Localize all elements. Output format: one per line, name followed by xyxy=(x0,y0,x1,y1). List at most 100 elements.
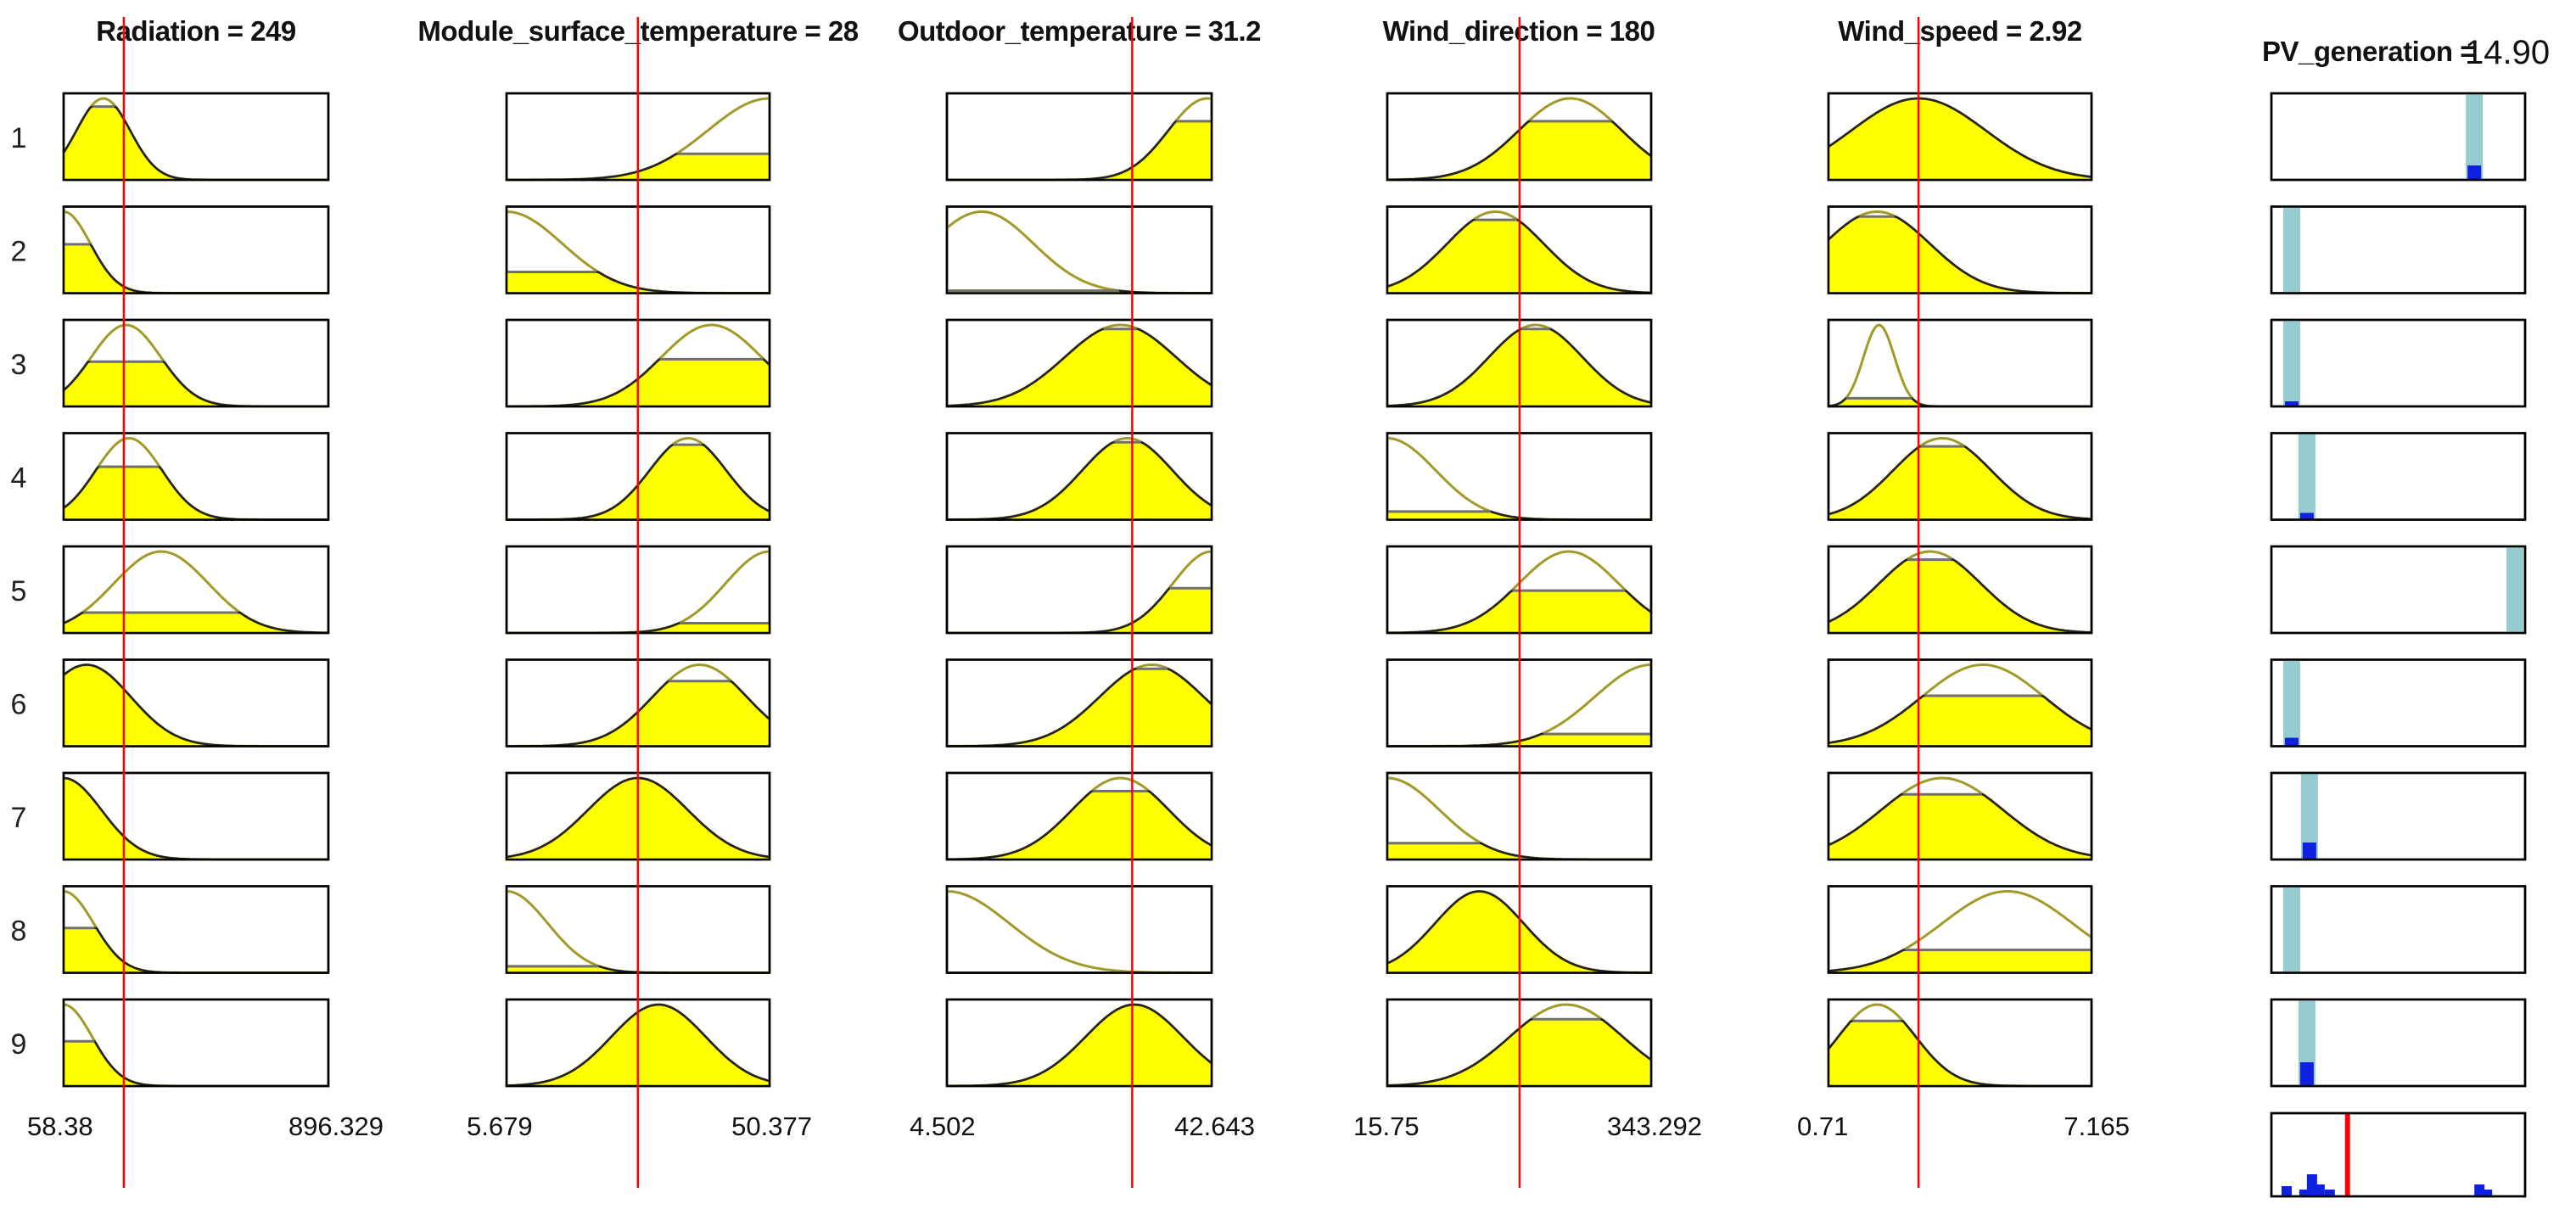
activation-area xyxy=(1387,734,1651,747)
output-frame xyxy=(2270,658,2527,747)
output-firing-bar xyxy=(2302,843,2316,859)
output-border xyxy=(2270,771,2527,861)
axis-min-label: 5.679 xyxy=(467,1111,533,1141)
axis-max-label: 7.165 xyxy=(2064,1111,2130,1141)
aggregate-bar xyxy=(2314,1184,2325,1196)
rule-number: 2 xyxy=(11,236,27,268)
output-firing-bar xyxy=(2284,737,2299,747)
membership-plot xyxy=(1827,771,2093,861)
plot-border xyxy=(1827,998,2093,1088)
output-border xyxy=(2270,998,2527,1088)
activation-area xyxy=(1828,794,2092,859)
activation-area xyxy=(64,927,328,973)
membership-plot xyxy=(62,658,330,747)
rule-number: 9 xyxy=(11,1028,27,1061)
activation-area xyxy=(64,244,328,294)
clipped-outline xyxy=(1828,97,2092,178)
plot-border xyxy=(945,318,1213,408)
plot-border xyxy=(1827,771,2093,861)
plot-border xyxy=(62,998,330,1088)
output-membership-bar xyxy=(2506,546,2524,633)
output-frame xyxy=(2270,885,2527,974)
plot-border xyxy=(62,432,330,521)
output-membership-bar xyxy=(2282,659,2300,747)
membership-plot xyxy=(1827,205,2093,294)
activation-area xyxy=(507,154,770,180)
clipped-outline xyxy=(947,790,1212,861)
output-membership-bar xyxy=(2282,320,2300,406)
clipped-outline xyxy=(1828,558,2092,634)
rule-number: 5 xyxy=(11,575,27,608)
axis-min-label: 15.75 xyxy=(1353,1111,1420,1141)
input-title: Wind_speed = 2.92 xyxy=(1838,15,2082,47)
output-firing-bar xyxy=(2467,165,2482,180)
output-frame xyxy=(2270,205,2527,294)
output-plot xyxy=(2270,205,2527,294)
plot-border xyxy=(945,432,1213,521)
activation-area xyxy=(947,442,1212,520)
activation-area xyxy=(507,966,770,973)
aggregate-bar xyxy=(2482,1190,2493,1196)
membership-plot xyxy=(62,885,330,974)
activation-area xyxy=(947,588,1212,633)
output-frame xyxy=(2270,318,2527,408)
membership-plot xyxy=(1827,545,2093,635)
activation-area xyxy=(64,778,328,859)
activation-area xyxy=(1828,398,2092,406)
aggregate-plot xyxy=(2270,1111,2527,1198)
activation-area xyxy=(64,361,328,406)
membership-plot xyxy=(1827,885,2093,974)
output-border xyxy=(2270,318,2527,408)
membership-plot xyxy=(945,92,1213,182)
output-plot xyxy=(2270,771,2527,861)
activation-area xyxy=(1387,843,1651,859)
activation-area xyxy=(1828,559,2092,633)
output-membership-bar xyxy=(2282,206,2300,294)
membership-plot xyxy=(945,205,1213,294)
output-border xyxy=(2270,658,2527,747)
activation-area xyxy=(1387,511,1651,520)
plot-border xyxy=(62,658,330,747)
membership-plot xyxy=(1827,92,2093,182)
activation-area xyxy=(947,1005,1212,1086)
activation-area xyxy=(64,613,328,633)
aggregate-bar xyxy=(2324,1190,2335,1196)
membership-plot xyxy=(62,771,330,861)
activation-area xyxy=(947,669,1212,747)
activation-area xyxy=(1828,696,2092,747)
activation-area xyxy=(1828,98,2092,180)
membership-plot xyxy=(945,885,1213,974)
output-frame xyxy=(2270,92,2527,182)
activation-area xyxy=(507,445,770,520)
axis-min-label: 58.38 xyxy=(27,1111,93,1141)
membership-plot xyxy=(62,205,330,294)
clipped-outline xyxy=(946,328,1212,407)
activation-area xyxy=(64,106,328,180)
membership-plot xyxy=(945,658,1213,747)
plot-border xyxy=(62,92,330,182)
output-border xyxy=(2270,885,2527,974)
output-firing-bar xyxy=(2284,401,2299,406)
membership-plot xyxy=(62,432,330,521)
axis-max-label: 343.292 xyxy=(1607,1111,1702,1141)
output-membership-bar xyxy=(2300,773,2318,859)
plot-border xyxy=(1827,545,2093,635)
plot-border xyxy=(62,885,330,974)
rule-number: 1 xyxy=(11,122,27,154)
output-plot xyxy=(2270,885,2527,974)
axis-min-label: 4.502 xyxy=(910,1111,976,1141)
plot-border xyxy=(62,545,330,635)
rule-number: 7 xyxy=(11,802,27,834)
plot-border xyxy=(1827,432,2093,521)
output-frame xyxy=(2270,545,2527,635)
output-membership-bar xyxy=(2466,93,2484,180)
output-border xyxy=(2270,92,2527,182)
plot-border xyxy=(62,771,330,861)
rule-number: 3 xyxy=(11,349,27,381)
membership-plot xyxy=(945,432,1213,521)
activation-area xyxy=(947,791,1212,859)
plot-border xyxy=(945,92,1213,182)
membership-plot xyxy=(1827,432,2093,521)
